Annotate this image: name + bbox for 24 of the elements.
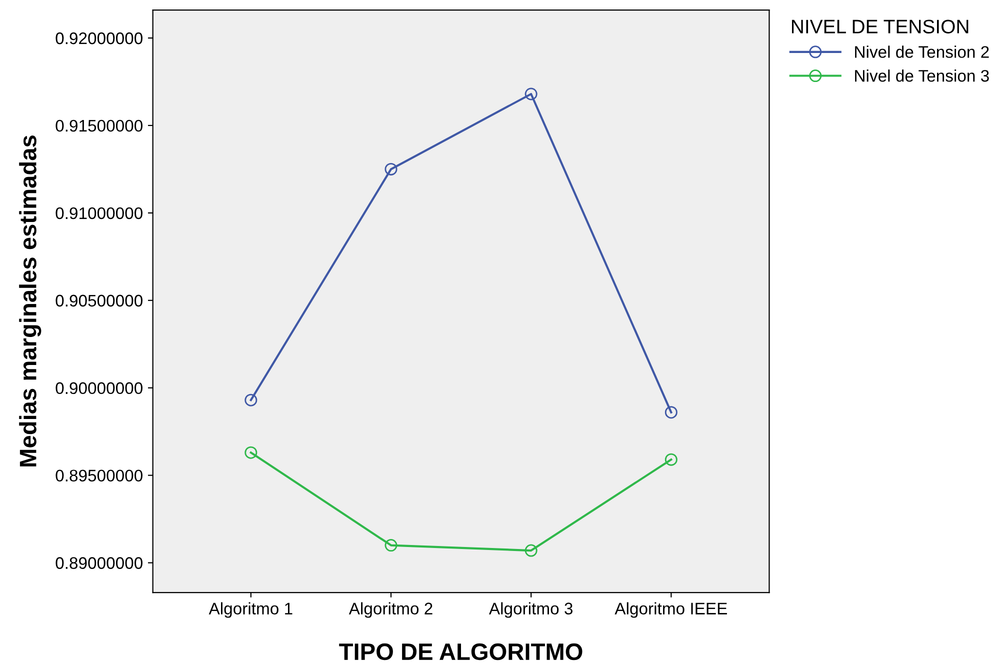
point [244,446,258,459]
x-tick-label: Algoritmo 3 [488,602,572,618]
point [524,88,538,100]
x-tick-label: Algoritmo 2 [348,602,432,618]
point [384,539,398,552]
y-tick-label: 0.89000000 [56,557,142,569]
y-tick-label: 0.91500000 [56,120,142,132]
point [244,394,258,406]
legend-label: Nivel de Tension 3 [855,70,989,82]
y-tick-label: 0.89500000 [56,470,142,482]
x-tick-label: Algoritmo IEEE [614,602,727,618]
y-tick-label: 0.92000000 [56,32,142,44]
point [384,162,398,176]
y-tick-label: 0.90000000 [56,382,142,394]
x-tick-label: Algoritmo 1 [208,602,292,618]
point [664,453,678,466]
y-tick-label: 0.91000000 [56,207,142,220]
y-axis-title: Medias marginales estimadas [19,136,42,466]
legend-label: Nivel de Tension 2 [855,46,989,58]
legend-title: NIVEL DE TENSION [792,20,968,34]
y-tick-label: 0.90500000 [56,294,142,307]
point [664,406,678,419]
x-axis-title: TIPO DE ALGORITMO [339,643,582,660]
point [524,544,538,557]
